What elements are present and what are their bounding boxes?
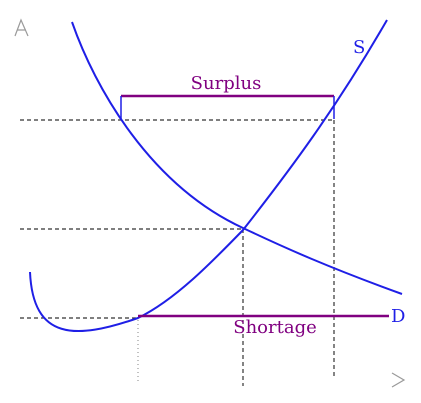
demand-label: D <box>391 306 405 327</box>
surplus-bracket <box>120 94 335 119</box>
supply-curve <box>29 19 388 333</box>
shortage-label: Shortage <box>233 317 317 338</box>
surplus-label: Surplus <box>191 73 262 94</box>
guide-lines <box>20 119 335 386</box>
demand-curve <box>71 21 403 295</box>
y-axis-arrow-icon <box>14 18 29 37</box>
supply-label: S <box>353 37 365 58</box>
x-axis-arrow-icon <box>391 372 406 388</box>
